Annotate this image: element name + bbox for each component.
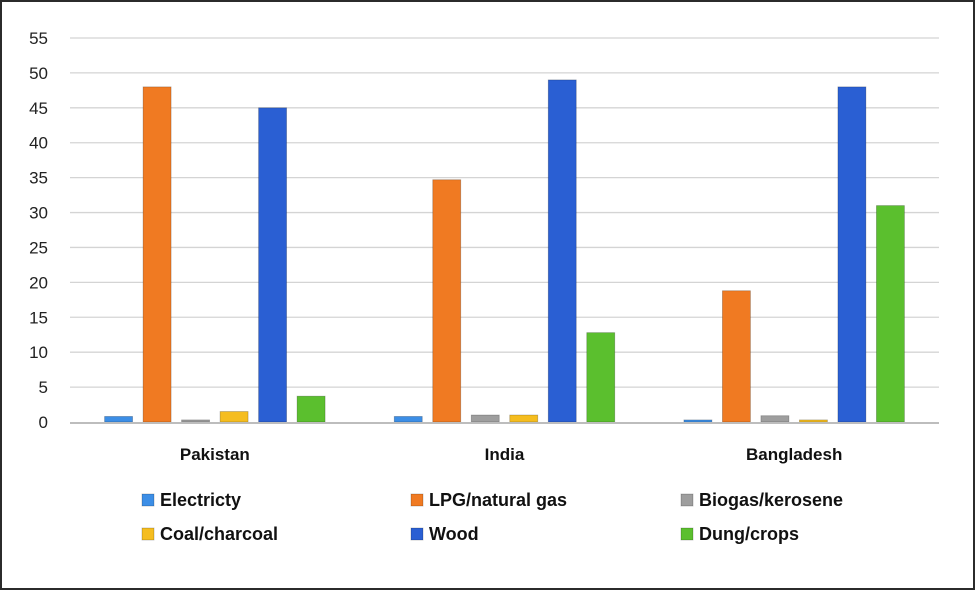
y-tick-label: 30: [29, 204, 48, 223]
legend-label: Dung/crops: [699, 524, 799, 544]
bar-bangladesh-dung-crops: [876, 205, 905, 423]
y-tick-label: 0: [39, 413, 48, 432]
legend-label: LPG/natural gas: [429, 490, 567, 510]
bar-pakistan-coal-charcoal: [219, 411, 249, 423]
y-tick-label: 35: [29, 169, 48, 188]
legend: Electricty LPG/natural gas Biogas/kerosene…: [141, 490, 843, 544]
y-tick-label: 50: [29, 64, 48, 83]
y-tick-label: 40: [29, 134, 48, 153]
gridlines: [70, 37, 939, 388]
bar-india-biogas-kerosene: [470, 414, 500, 423]
category-label: India: [485, 445, 525, 464]
legend-swatch: [410, 493, 424, 507]
y-axis-ticks: 0 5 10 15 20 25 30 35 40 45 50 55: [29, 29, 48, 432]
legend-swatch: [410, 527, 424, 541]
bar-pakistan-electricty: [104, 416, 133, 423]
legend-swatch: [141, 493, 155, 507]
legend-label: Electricty: [160, 490, 241, 510]
bar-bangladesh-biogas-kerosene: [760, 415, 790, 423]
bar-bangladesh-lpg-natural-gas: [722, 290, 751, 423]
bar-pakistan-biogas-kerosene: [181, 419, 210, 423]
y-tick-label: 20: [29, 273, 48, 292]
bar-bangladesh-electricty: [683, 419, 713, 423]
category-labels: Pakistan India Bangladesh: [180, 445, 842, 464]
legend-swatch: [680, 527, 694, 541]
y-tick-label: 55: [29, 29, 48, 48]
y-tick-label: 10: [29, 343, 48, 362]
y-tick-label: 15: [29, 308, 48, 327]
bar-bangladesh-wood: [837, 86, 867, 423]
legend-label: Wood: [429, 524, 479, 544]
legend-swatch: [141, 527, 155, 541]
bar-india-lpg-natural-gas: [432, 179, 462, 423]
bar-pakistan-dung-crops: [296, 395, 326, 423]
bar-india-electricty: [393, 416, 423, 423]
bar-india-dung-crops: [586, 332, 616, 423]
legend-swatch: [680, 493, 694, 507]
y-tick-label: 45: [29, 99, 48, 118]
legend-label: Coal/charcoal: [160, 524, 278, 544]
category-label: Pakistan: [180, 445, 250, 464]
y-tick-label: 5: [39, 378, 48, 397]
legend-label: Biogas/kerosene: [699, 490, 843, 510]
bar-pakistan-lpg-natural-gas: [142, 86, 172, 423]
category-label: Bangladesh: [746, 445, 842, 464]
bar-india-wood: [547, 79, 577, 423]
bar-bangladesh-coal-charcoal: [799, 419, 828, 423]
bars: [104, 79, 905, 423]
bar-india-coal-charcoal: [509, 414, 539, 423]
y-tick-label: 25: [29, 238, 48, 257]
bar-pakistan-wood: [258, 107, 287, 423]
